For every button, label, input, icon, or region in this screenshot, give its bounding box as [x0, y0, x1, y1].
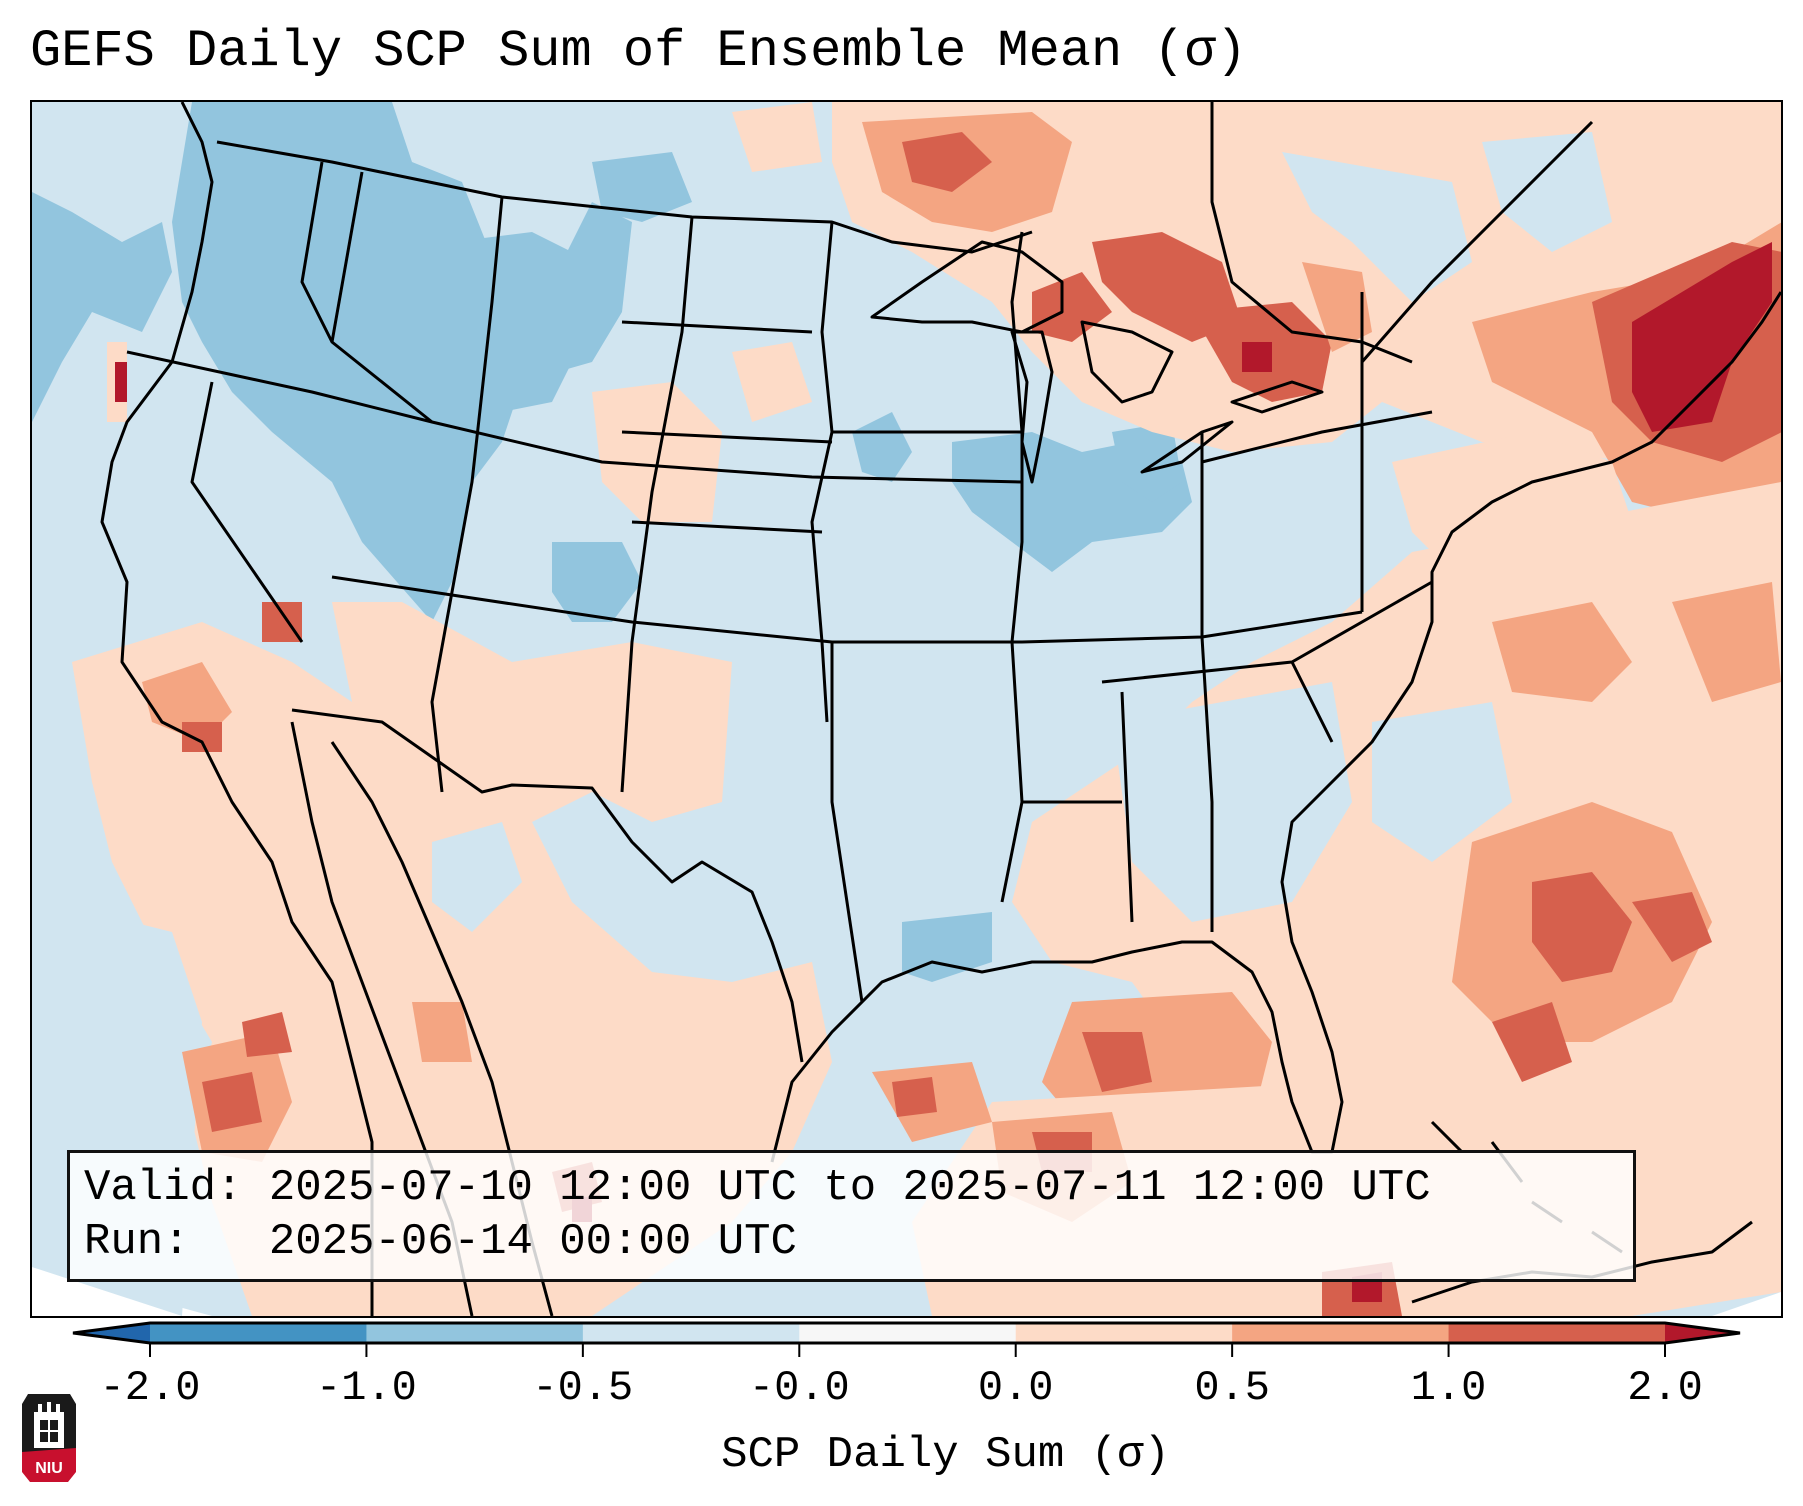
- colorbar-bin: [150, 1323, 367, 1343]
- colorbar-tick-label: 2.0: [1627, 1364, 1703, 1412]
- negative-anomaly-region: [172, 102, 632, 622]
- positive-anomaly-region: [202, 1072, 262, 1132]
- colorbar-tick-label: 1.0: [1410, 1364, 1487, 1412]
- colorbar-tick-label: 0.0: [977, 1364, 1054, 1412]
- colorbar-bin: [1232, 1323, 1450, 1343]
- state-boundary: [1201, 292, 1433, 612]
- border-quebec-ontario: [1210, 102, 1413, 364]
- logo-spire-icon: [38, 1404, 42, 1414]
- coastline-pacific: [100, 102, 374, 1316]
- coastline-st-lawrence: [1360, 120, 1594, 363]
- negative-anomaly-region: [432, 822, 522, 932]
- positive-anomaly-region: [902, 132, 992, 192]
- positive-anomaly-region: [262, 602, 302, 642]
- positive-anomaly-region: [1082, 1032, 1152, 1092]
- positive-anomaly-region: [242, 1012, 292, 1057]
- negative-anomaly-region: [392, 222, 612, 412]
- valid-time-line: Valid: 2025-07-10 12:00 UTC to 2025-07-1…: [84, 1163, 1431, 1213]
- positive-anomaly-region: [1632, 892, 1712, 962]
- lake-ontario: [1230, 380, 1324, 414]
- lake-huron: [1080, 320, 1174, 404]
- extreme-anomaly-region: [115, 362, 127, 402]
- negative-anomaly-region: [1112, 422, 1182, 502]
- state-boundary: [300, 161, 433, 424]
- state-boundary: [330, 171, 364, 343]
- logo-shield-bottom: [22, 1448, 76, 1482]
- state-boundary: [126, 350, 1023, 484]
- colorbar-tick-label: 0.5: [1194, 1364, 1270, 1412]
- positive-anomaly-region: [412, 1002, 472, 1062]
- run-time-line: Run: 2025-06-14 00:00 UTC: [84, 1217, 797, 1267]
- colorbar-tick-label: -1.0: [316, 1364, 417, 1412]
- positive-anomaly-region: [1532, 872, 1632, 982]
- state-boundary: [1200, 432, 1214, 932]
- negative-anomaly-region: [552, 542, 642, 622]
- niu-logo: NIU: [22, 1394, 76, 1482]
- colorbar-tick-label: -2.0: [99, 1364, 201, 1412]
- negative-anomaly-region: [1112, 682, 1352, 922]
- border-us-mexico: [291, 708, 804, 1063]
- negative-anomaly-region: [32, 192, 172, 422]
- colorbar-bin: [582, 1323, 800, 1343]
- state-boundary: [331, 575, 1363, 644]
- positive-anomaly-region: [732, 342, 812, 422]
- map-outside-domain: [1712, 1292, 1781, 1316]
- positive-anomaly-region: [592, 382, 722, 522]
- negative-anomaly-region: [592, 152, 692, 222]
- colorbar-label-container: SCP Daily Sum (σ): [0, 1430, 1803, 1480]
- negative-anomaly-region: [1372, 702, 1512, 862]
- state-boundary: [190, 381, 304, 643]
- colorbar-bin: [366, 1323, 584, 1343]
- chart-title: GEFS Daily SCP Sum of Ensemble Mean (σ): [30, 22, 1247, 81]
- state-boundary: [1022, 661, 1334, 923]
- colorbar-tick-label: -0.0: [748, 1364, 850, 1412]
- colorbar-extend-high: [1665, 1323, 1740, 1343]
- colorbar-bin: [799, 1323, 1017, 1343]
- state-boundary: [830, 430, 1022, 1003]
- coastline-gulf: [770, 291, 1781, 1163]
- anomaly-field-layer: [32, 102, 1781, 1316]
- logo-spire-icon: [56, 1404, 60, 1414]
- positive-anomaly-region: [1242, 342, 1272, 372]
- positive-anomaly-region: [1672, 582, 1781, 702]
- positive-anomaly-region: [892, 1077, 937, 1117]
- colorbar-bin: [1448, 1323, 1666, 1343]
- valid-run-info-box: Valid: 2025-07-10 12:00 UTC to 2025-07-1…: [67, 1150, 1636, 1282]
- colorbar-bins: [72, 1321, 1741, 1345]
- state-boundary: [430, 196, 504, 793]
- lake-erie: [1140, 420, 1234, 474]
- positive-anomaly-region: [1492, 602, 1632, 702]
- colorbar-label: SCP Daily Sum (σ): [721, 1430, 1170, 1480]
- negative-anomaly-region: [852, 412, 912, 482]
- colorbar-bin: [1015, 1323, 1233, 1343]
- state-boundary: [621, 320, 833, 534]
- logo-spire-icon: [47, 1402, 51, 1414]
- positive-anomaly-region: [1482, 132, 1612, 252]
- positive-anomaly-region: [1302, 262, 1372, 352]
- colorbar-extend-low: [73, 1323, 150, 1343]
- state-boundary: [810, 221, 834, 723]
- lake-michigan: [1010, 330, 1054, 484]
- colorbar: [72, 1321, 1741, 1357]
- positive-anomaly-region: [1282, 152, 1472, 302]
- map-panel: [30, 100, 1783, 1318]
- colorbar-ticks: [149, 1343, 1666, 1357]
- positive-anomaly-region: [1492, 1002, 1572, 1082]
- extreme-anomaly-region: [1632, 242, 1772, 432]
- border-us-canada: [216, 140, 1033, 254]
- lake-superior: [870, 240, 1064, 334]
- positive-anomaly-region: [732, 102, 822, 172]
- colorbar-tick-label: -0.5: [532, 1364, 634, 1412]
- state-boundary: [620, 216, 694, 793]
- positive-anomaly-region: [182, 722, 222, 752]
- logo-text: NIU: [35, 1460, 63, 1477]
- anomaly-map: [32, 102, 1781, 1316]
